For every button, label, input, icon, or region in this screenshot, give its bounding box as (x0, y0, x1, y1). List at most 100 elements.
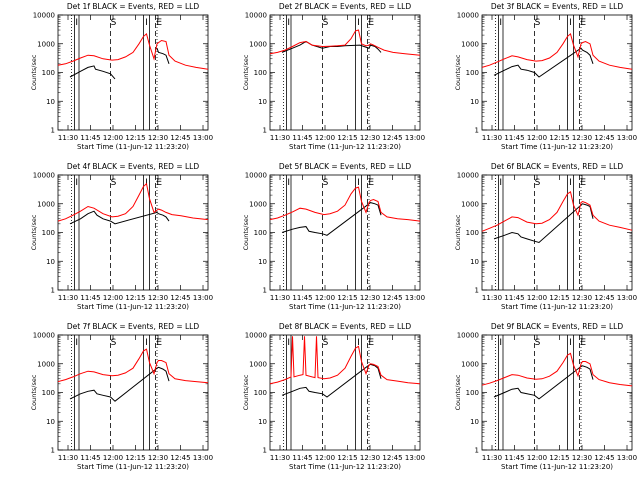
y-axis-label: Counts/sec (242, 214, 250, 250)
y-tick-label: 100 (466, 229, 479, 237)
marker-label: I (75, 338, 78, 348)
x-tick-label: 11:45 (504, 454, 524, 462)
x-tick-label: 11:45 (292, 134, 312, 142)
chart-panel-5: Det 5f BLACK = Events, RED = LLD 1 10 100 10… (242, 162, 425, 311)
y-axis-label: Counts/sec (454, 374, 462, 410)
plot-frame (269, 14, 421, 131)
x-tick-label: 12:00 (315, 134, 335, 142)
x-tick-label: 11:30 (58, 294, 78, 302)
y-tick-label: 1000 (37, 40, 55, 48)
x-tick-label: 11:45 (292, 294, 312, 302)
y-tick-label: 10 (258, 98, 267, 106)
y-tick-label: 1 (51, 287, 55, 295)
y-tick-label: 10000 (457, 12, 479, 20)
x-tick-label: 11:30 (482, 454, 502, 462)
y-tick-label: 1000 (249, 40, 267, 48)
chart-title: Det 5f BLACK = Events, RED = LLD (279, 162, 412, 171)
x-tick-label: 12:00 (315, 294, 335, 302)
x-axis-label: Start Time (11-Jun-12 11:23:20) (77, 143, 189, 151)
y-tick-label: 1 (475, 287, 479, 295)
x-tick-label: 12:15 (549, 134, 569, 142)
chart-panel-4: Det 4f BLACK = Events, RED = LLD 1 10 100 10… (30, 162, 213, 311)
y-tick-label: 10000 (245, 12, 267, 20)
y-tick-label: 1 (263, 287, 267, 295)
x-tick-label: 13:00 (193, 294, 213, 302)
marker-label: S (111, 338, 117, 348)
marker-label: S (535, 18, 541, 28)
x-tick-label: 12:30 (148, 134, 168, 142)
series-line-events (493, 203, 594, 244)
y-tick-label: 1 (51, 447, 55, 455)
y-tick-label: 10000 (33, 172, 55, 180)
chart-panel-7: Det 7f BLACK = Events, RED = LLD 1 10 100 10… (30, 322, 213, 471)
series-line-lld (269, 29, 421, 56)
marker-label: E (368, 338, 374, 348)
x-tick-label: 11:30 (482, 134, 502, 142)
series-line-events (493, 365, 594, 400)
x-tick-label: 12:45 (382, 134, 402, 142)
marker-label: S (111, 178, 117, 188)
y-tick-label: 1 (475, 447, 479, 455)
marker-label: I (499, 338, 502, 348)
y-tick-label: 10 (258, 418, 267, 426)
chart-panel-6: Det 6f BLACK = Events, RED = LLD 1 10 100 10… (454, 162, 637, 311)
marker-label: S (111, 18, 117, 28)
x-tick-label: 12:15 (125, 134, 145, 142)
y-axis-label: Counts/sec (242, 54, 250, 90)
x-axis-label: Start Time (11-Jun-12 11:23:20) (289, 303, 401, 311)
x-tick-label: 12:00 (527, 134, 547, 142)
y-tick-label: 10 (470, 418, 479, 426)
y-tick-label: 10000 (245, 332, 267, 340)
y-tick-label: 10 (46, 258, 55, 266)
y-tick-label: 1000 (249, 360, 267, 368)
marker-label: S (535, 178, 541, 188)
series-line-lld (57, 33, 209, 70)
marker-label: S (535, 338, 541, 348)
x-tick-label: 11:30 (58, 454, 78, 462)
y-tick-label: 1000 (37, 200, 55, 208)
marker-label: I (287, 338, 290, 348)
y-tick-label: 1000 (461, 360, 479, 368)
y-tick-label: 100 (254, 69, 267, 77)
y-tick-label: 1 (475, 127, 479, 135)
x-tick-label: 12:30 (360, 294, 380, 302)
y-tick-label: 100 (254, 389, 267, 397)
x-tick-label: 12:15 (549, 294, 569, 302)
x-axis-label: Start Time (11-Jun-12 11:23:20) (501, 143, 613, 151)
marker-label: I (569, 178, 572, 188)
x-axis-label: Start Time (11-Jun-12 11:23:20) (289, 143, 401, 151)
x-tick-label: 11:45 (80, 134, 100, 142)
series-line-lld (269, 336, 421, 385)
x-tick-label: 13:00 (193, 454, 213, 462)
x-tick-label: 12:30 (148, 454, 168, 462)
y-axis-label: Counts/sec (30, 374, 38, 410)
y-axis-label: Counts/sec (454, 54, 462, 90)
x-tick-label: 12:45 (382, 294, 402, 302)
x-tick-label: 13:00 (193, 134, 213, 142)
x-tick-label: 11:45 (504, 134, 524, 142)
y-tick-label: 1 (263, 447, 267, 455)
marker-label: E (580, 178, 586, 188)
x-axis-label: Start Time (11-Jun-12 11:23:20) (501, 463, 613, 471)
x-tick-label: 12:45 (170, 454, 190, 462)
chart-title: Det 6f BLACK = Events, RED = LLD (491, 162, 624, 171)
x-tick-label: 12:45 (594, 134, 614, 142)
x-tick-label: 11:30 (270, 454, 290, 462)
chart-title: Det 4f BLACK = Events, RED = LLD (67, 162, 200, 171)
x-tick-label: 13:00 (405, 294, 425, 302)
marker-label: I (357, 338, 360, 348)
x-tick-label: 12:30 (572, 294, 592, 302)
x-tick-label: 12:00 (527, 294, 547, 302)
marker-label: E (580, 18, 586, 28)
y-tick-label: 100 (42, 389, 55, 397)
marker-label: E (580, 338, 586, 348)
x-tick-label: 13:00 (617, 454, 637, 462)
y-tick-label: 100 (466, 69, 479, 77)
x-tick-label: 12:30 (360, 134, 380, 142)
y-tick-label: 10 (470, 258, 479, 266)
y-tick-label: 1000 (37, 360, 55, 368)
plot-frame (269, 174, 421, 291)
series-line-lld (57, 182, 209, 222)
chart-title: Det 3f BLACK = Events, RED = LLD (491, 2, 624, 11)
